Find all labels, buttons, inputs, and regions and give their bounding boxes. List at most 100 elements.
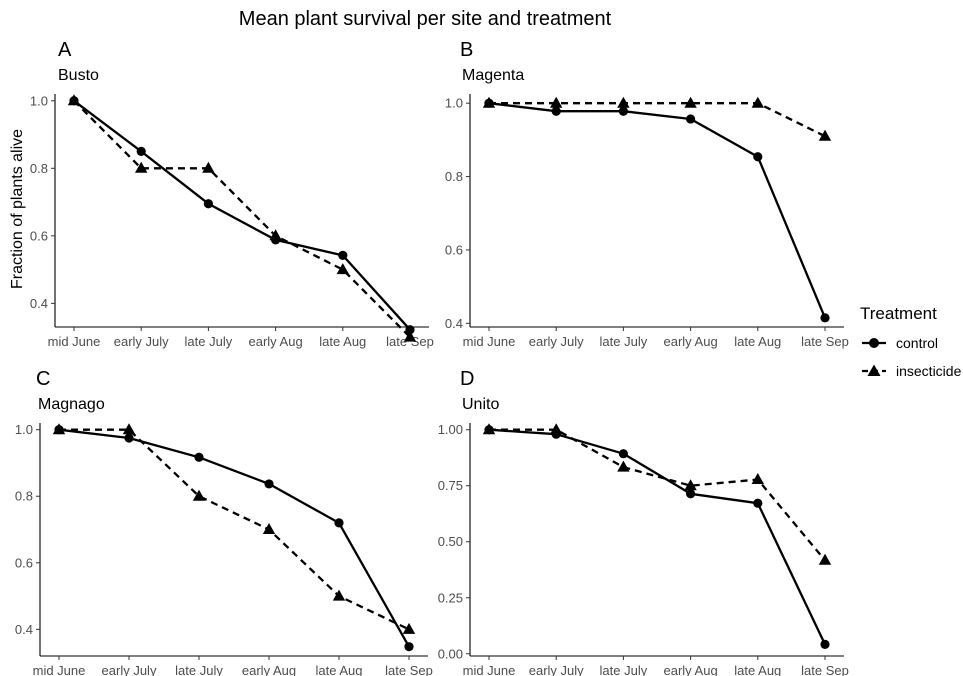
x-tick-label: late July bbox=[600, 334, 648, 349]
point-control bbox=[194, 452, 204, 462]
point-control bbox=[820, 313, 830, 323]
x-tick-label: early Aug bbox=[663, 334, 717, 349]
x-tick-label: late Sep bbox=[385, 663, 433, 676]
point-insecticide bbox=[262, 523, 276, 534]
point-insecticide bbox=[135, 161, 148, 173]
y-tick-label: 0.4 bbox=[30, 296, 48, 311]
x-tick-label: late Sep bbox=[801, 334, 849, 349]
series-line-control bbox=[488, 428, 827, 645]
x-tick-label: early Aug bbox=[663, 663, 717, 676]
point-insecticide bbox=[617, 96, 630, 108]
series-line-insecticide bbox=[59, 428, 410, 631]
x-tick-label: mid June bbox=[463, 334, 516, 349]
panel-tag: A bbox=[58, 39, 72, 61]
point-control bbox=[124, 433, 134, 443]
x-tick-label: late July bbox=[175, 663, 223, 676]
y-tick-label: 0.00 bbox=[438, 646, 463, 661]
point-insecticide bbox=[550, 96, 563, 108]
point-insecticide bbox=[402, 622, 416, 634]
point-insecticide bbox=[403, 330, 417, 342]
y-tick-label: 0.8 bbox=[30, 161, 48, 176]
panel-tag: B bbox=[460, 39, 473, 61]
x-tick-label: early July bbox=[529, 663, 584, 676]
legend-item-control: control bbox=[862, 335, 938, 351]
panel-tag: C bbox=[36, 368, 50, 390]
y-tick-label: 1.00 bbox=[438, 422, 463, 437]
panel-tag: D bbox=[460, 368, 474, 390]
y-tick-label: 0.8 bbox=[15, 489, 33, 504]
y-tick-label: 1.0 bbox=[15, 422, 33, 437]
point-control bbox=[753, 498, 763, 508]
x-tick-label: early July bbox=[529, 334, 584, 349]
point-control bbox=[264, 479, 274, 489]
panel-title: Busto bbox=[58, 67, 99, 84]
point-insecticide bbox=[751, 96, 764, 108]
point-insecticide bbox=[818, 553, 832, 565]
x-tick-label: late Aug bbox=[316, 663, 363, 676]
x-tick-label: early July bbox=[102, 663, 157, 676]
point-control bbox=[753, 152, 763, 162]
y-tick-label: 0.4 bbox=[445, 316, 463, 331]
point-control bbox=[551, 429, 561, 439]
legend-title: Treatment bbox=[860, 304, 937, 323]
point-control bbox=[271, 235, 281, 245]
point-insecticide bbox=[202, 161, 215, 173]
legend-marker-control bbox=[869, 338, 879, 348]
legend-label-control: control bbox=[896, 335, 938, 351]
panel-busto: A Busto 0.4 0.6 0.8 1.0 mid June early July late… bbox=[30, 39, 434, 349]
series-line-insecticide bbox=[489, 102, 826, 138]
point-insecticide bbox=[332, 589, 346, 601]
point-control bbox=[551, 106, 561, 116]
point-control bbox=[820, 639, 830, 649]
y-tick-label: 0.4 bbox=[15, 622, 33, 637]
y-tick-label: 0.75 bbox=[438, 478, 463, 493]
point-insecticide bbox=[122, 423, 136, 435]
legend-marker-insecticide bbox=[867, 364, 881, 376]
point-control bbox=[136, 146, 146, 157]
x-tick-label: late July bbox=[185, 334, 233, 349]
point-control bbox=[338, 250, 348, 261]
y-tick-label: 1.0 bbox=[445, 96, 463, 111]
point-insecticide bbox=[192, 489, 206, 501]
point-insecticide bbox=[617, 460, 630, 472]
point-insecticide bbox=[336, 263, 349, 275]
panel-title: Unito bbox=[462, 396, 499, 413]
y-tick-label: 0.6 bbox=[30, 228, 48, 243]
y-tick-label: 0.6 bbox=[445, 242, 463, 257]
x-tick-label: early Aug bbox=[242, 663, 296, 676]
panel-title: Magenta bbox=[462, 67, 524, 84]
point-control bbox=[686, 489, 696, 499]
panel-title: Magnago bbox=[38, 396, 105, 413]
y-axis-label: Fraction of plants alive bbox=[9, 129, 26, 289]
point-control bbox=[686, 114, 696, 124]
point-insecticide bbox=[751, 473, 764, 484]
y-tick-label: 1.0 bbox=[30, 93, 48, 108]
point-control bbox=[54, 425, 64, 435]
point-control bbox=[69, 96, 79, 106]
point-control bbox=[618, 449, 629, 459]
y-tick-label: 0.8 bbox=[445, 169, 463, 184]
y-tick-label: 0.6 bbox=[15, 555, 33, 570]
point-insecticide bbox=[818, 129, 832, 141]
point-control bbox=[334, 518, 344, 528]
series-line-insecticide bbox=[73, 99, 411, 338]
point-control bbox=[618, 106, 629, 116]
x-tick-label: late Sep bbox=[801, 663, 849, 676]
legend: Treatment control insecticide bbox=[860, 304, 962, 379]
panel-magnago: C Magnago 0.4 0.6 0.8 1.0 mid June early July la… bbox=[15, 368, 433, 676]
x-tick-label: late Aug bbox=[734, 334, 781, 349]
x-tick-label: early July bbox=[114, 334, 169, 349]
y-tick-label: 0.25 bbox=[438, 590, 463, 605]
point-control bbox=[484, 98, 494, 108]
point-insecticide bbox=[684, 96, 697, 108]
series-line-control bbox=[58, 428, 411, 648]
panel-unito: D Unito 0.00 0.25 0.50 0.75 1.00 mid June early … bbox=[438, 368, 849, 676]
x-tick-label: early Aug bbox=[248, 334, 302, 349]
series-line-control bbox=[488, 102, 827, 319]
legend-item-insecticide: insecticide bbox=[862, 363, 962, 379]
series-line-control bbox=[73, 99, 411, 331]
point-control bbox=[405, 325, 415, 335]
panel-magenta: B Magenta 0.4 0.6 0.8 1.0 mid June early July la… bbox=[445, 39, 849, 349]
x-tick-label: mid June bbox=[463, 663, 516, 676]
